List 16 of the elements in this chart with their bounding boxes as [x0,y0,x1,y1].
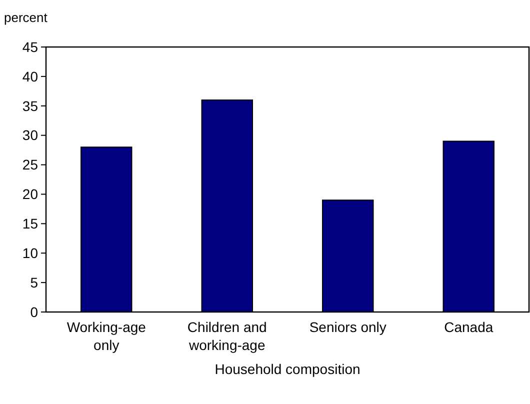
x-tick-label: Children and working-age [187,319,267,353]
x-tick-label: Seniors only [309,319,386,335]
y-tick-label: 15 [22,216,38,232]
x-tick-label: Canada [444,319,494,335]
y-tick-label: 10 [22,245,38,262]
y-tick-label: 30 [22,127,38,144]
y-tick-label: 20 [22,186,38,202]
y-tick-label: 5 [30,274,38,290]
x-axis-title: Household composition [214,361,360,377]
y-tick-label: 0 [30,304,38,320]
y-axis-title: percent [4,10,48,25]
x-tick-label: Working-age only [66,319,146,353]
y-tick-label: 45 [22,38,38,55]
y-tick-label: 25 [22,156,38,173]
y-tick-label: 40 [22,68,38,84]
y-tick-label: 35 [22,98,38,114]
